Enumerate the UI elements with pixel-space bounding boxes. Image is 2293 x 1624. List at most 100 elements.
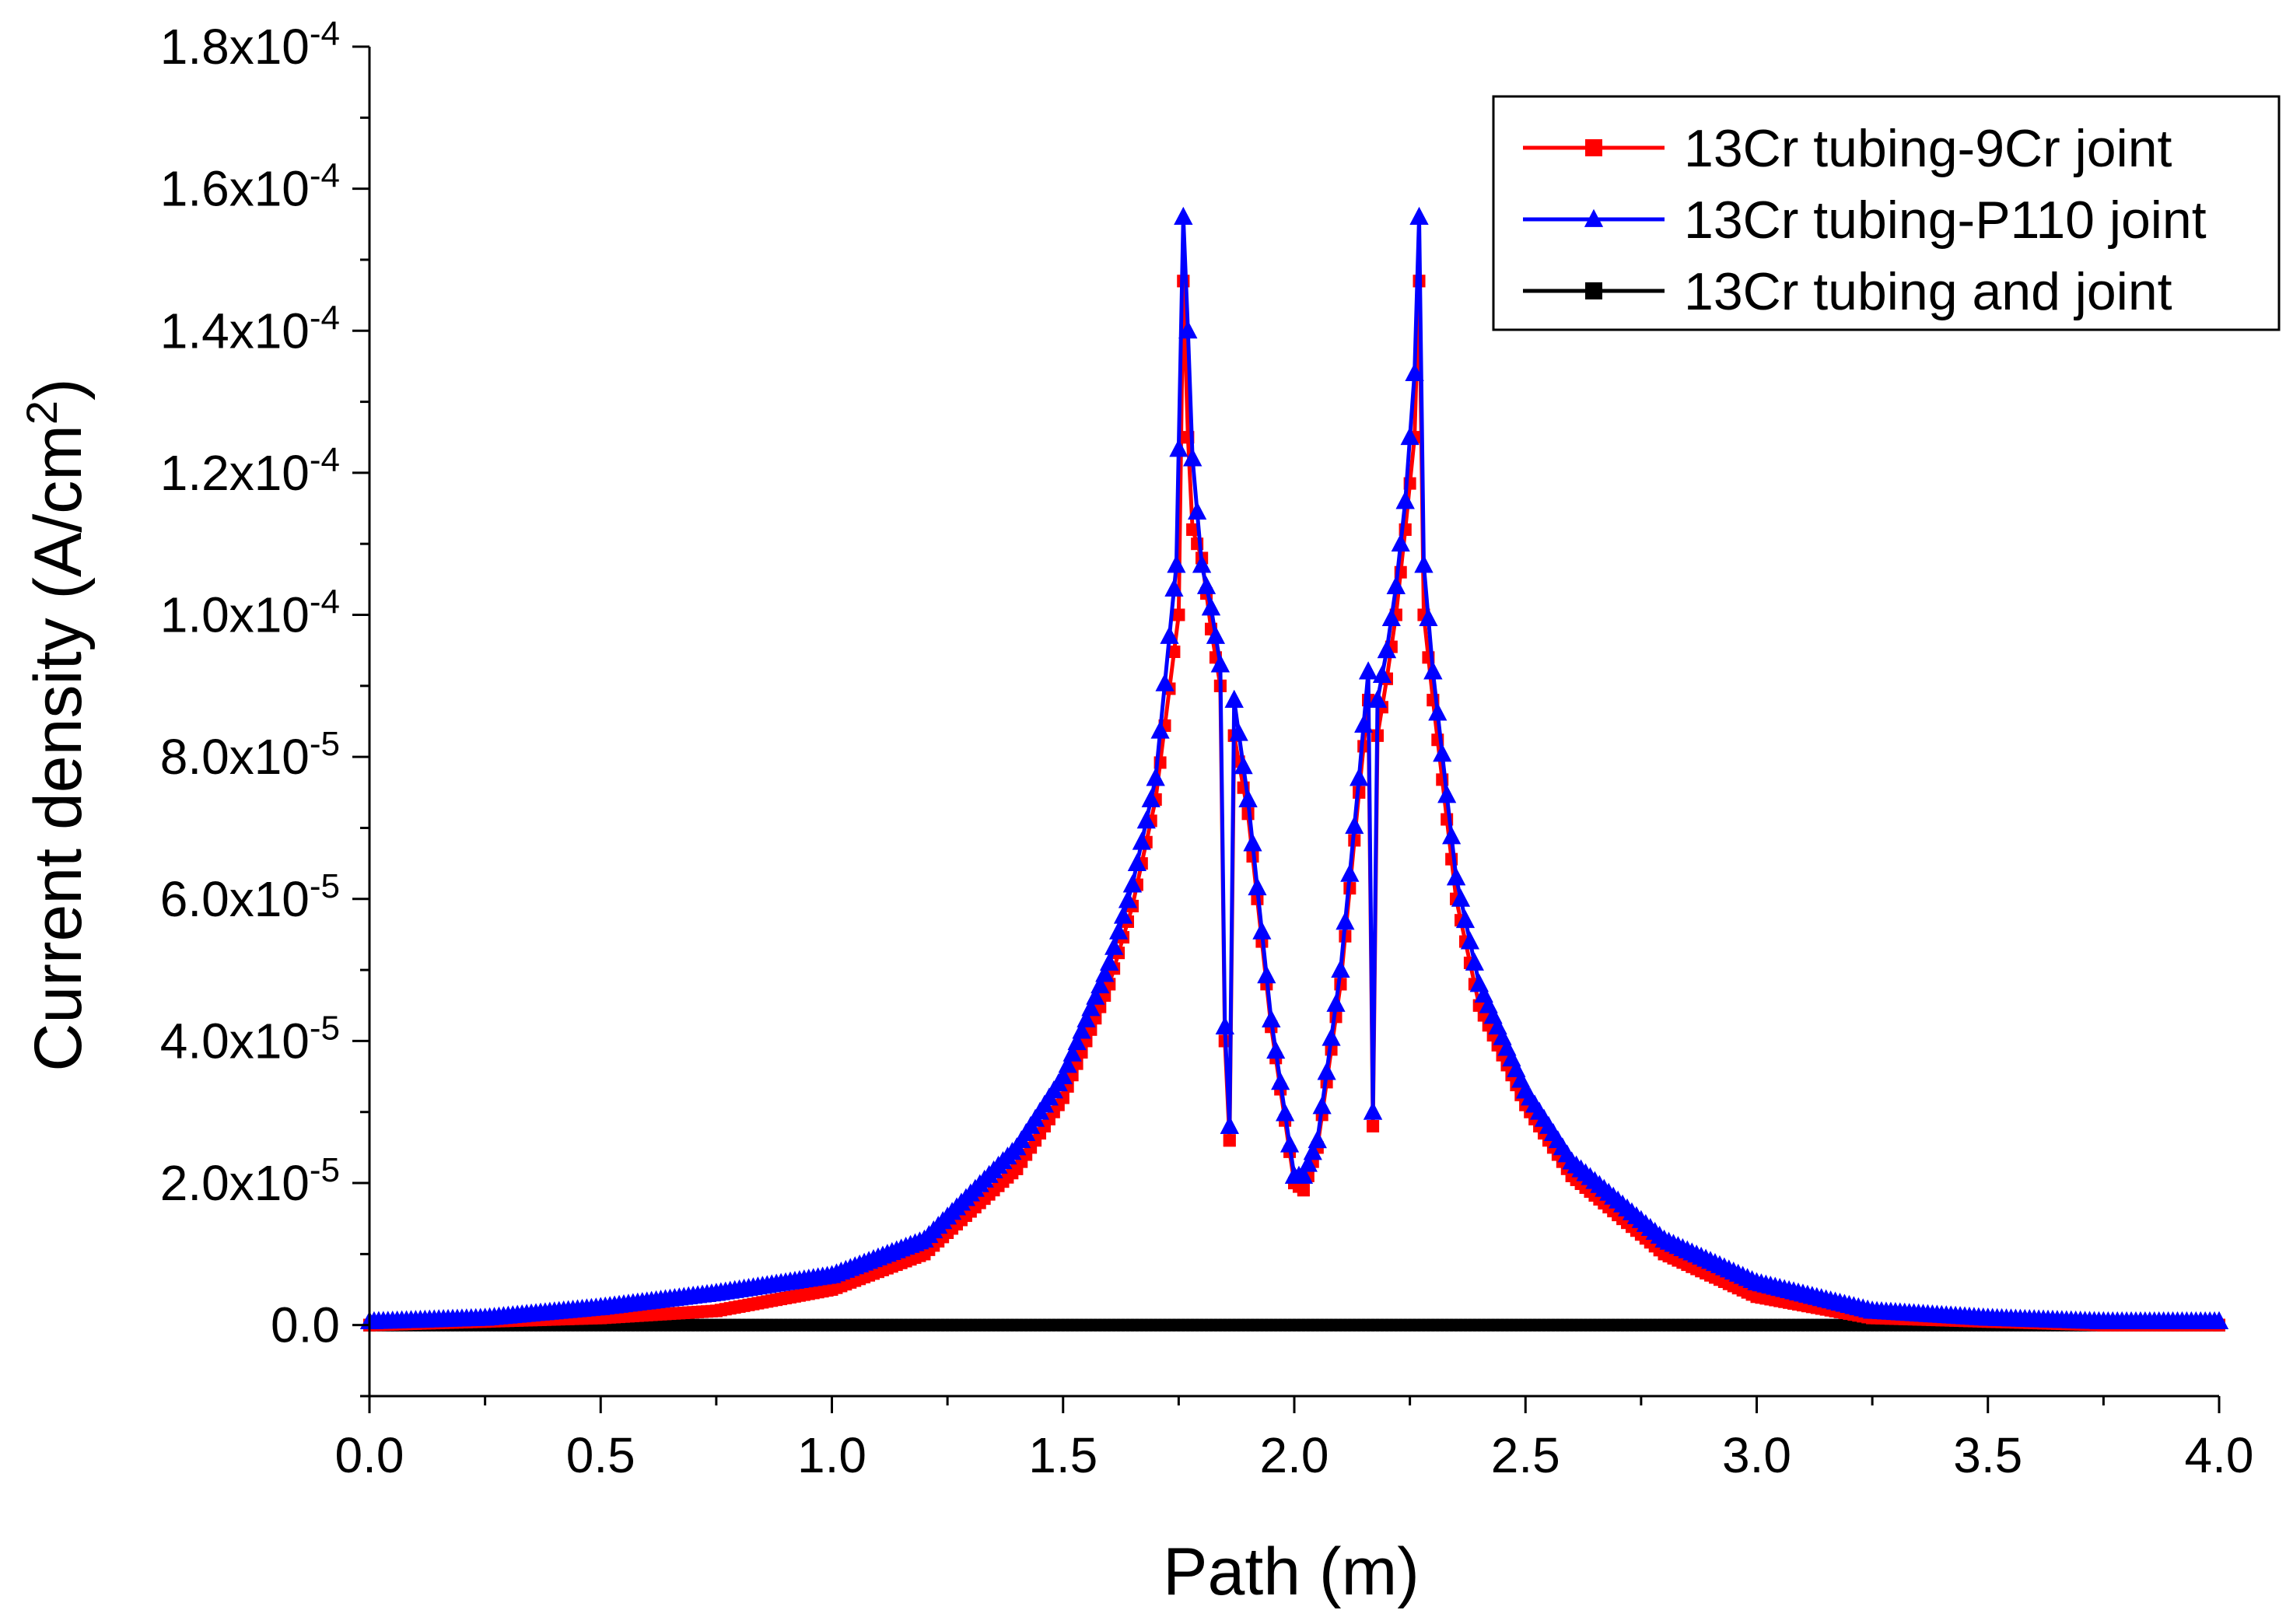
y-tick-label: 2.0x10-5 bbox=[160, 1151, 340, 1212]
data-point bbox=[1312, 1096, 1332, 1115]
data-point bbox=[1127, 852, 1146, 872]
data-point bbox=[1076, 1009, 1096, 1027]
y-tick-label: 1.6x10-4 bbox=[160, 156, 340, 217]
plot-series bbox=[359, 206, 2229, 1332]
data-point bbox=[1108, 921, 1129, 940]
y-tick-label: 4.0x10-5 bbox=[160, 1009, 340, 1069]
data-point bbox=[1215, 1016, 1234, 1035]
data-point bbox=[1010, 1162, 1024, 1175]
data-point bbox=[1400, 427, 1420, 446]
y-tick-exponent: -4 bbox=[310, 440, 340, 478]
data-point bbox=[1409, 206, 1429, 226]
data-point bbox=[1340, 863, 1360, 882]
data-point bbox=[1446, 867, 1466, 886]
x-tick-label: 0.0 bbox=[335, 1427, 404, 1483]
data-point bbox=[1863, 1300, 1882, 1319]
x-tick-label: 4.0 bbox=[2185, 1427, 2254, 1483]
data-point bbox=[475, 1307, 495, 1326]
data-point bbox=[1437, 785, 1457, 803]
data-point bbox=[1100, 952, 1119, 971]
data-point bbox=[1276, 1103, 1295, 1122]
data-point bbox=[1206, 625, 1226, 644]
data-point bbox=[1345, 815, 1364, 835]
data-point bbox=[1465, 952, 1484, 971]
data-point bbox=[1460, 931, 1480, 950]
y-tick-label: 0.0 bbox=[271, 1297, 340, 1353]
y-tick-label: 1.8x10-4 bbox=[160, 15, 340, 75]
data-point bbox=[1359, 661, 1378, 680]
data-point bbox=[1262, 1009, 1281, 1027]
y-tick-label: 1.4x10-4 bbox=[160, 299, 340, 359]
data-point bbox=[1172, 608, 1185, 621]
x-tick-label: 1.5 bbox=[1028, 1427, 1097, 1483]
data-point bbox=[1297, 1184, 1310, 1197]
y-axis-title: Current density (A/cm2) bbox=[17, 378, 96, 1071]
data-point bbox=[1167, 555, 1186, 573]
data-point bbox=[1367, 689, 1388, 709]
legend-marker bbox=[1585, 282, 1602, 299]
x-tick-label: 3.5 bbox=[1953, 1427, 2022, 1483]
data-point bbox=[1168, 646, 1181, 659]
y-tick-mantissa: 2.0x10 bbox=[160, 1155, 310, 1211]
x-tick-label: 2.0 bbox=[1260, 1427, 1329, 1483]
y-tick-label: 1.2x10-4 bbox=[160, 440, 340, 501]
data-point bbox=[1377, 639, 1396, 659]
data-point bbox=[1192, 555, 1212, 573]
data-point bbox=[1067, 1032, 1087, 1051]
data-point bbox=[1442, 826, 1462, 845]
x-tick-label: 0.5 bbox=[566, 1427, 635, 1483]
data-point bbox=[1294, 1165, 1313, 1184]
data-point bbox=[1090, 975, 1110, 994]
data-point bbox=[1095, 964, 1115, 982]
data-point bbox=[1271, 1072, 1290, 1090]
data-point bbox=[1395, 491, 1415, 509]
y-tick-mantissa: 6.0x10 bbox=[160, 871, 310, 927]
data-point bbox=[1248, 877, 1267, 896]
data-point bbox=[825, 1283, 838, 1297]
data-point bbox=[822, 1265, 842, 1283]
y-tick-exponent: -4 bbox=[310, 156, 340, 194]
data-point bbox=[1210, 654, 1230, 673]
data-point bbox=[1516, 1080, 1535, 1099]
data-point bbox=[1062, 1043, 1082, 1062]
data-point bbox=[1451, 888, 1471, 907]
data-point bbox=[1654, 1229, 1674, 1248]
data-point bbox=[1132, 831, 1151, 850]
y-tick-mantissa: 1.2x10 bbox=[160, 445, 310, 501]
data-point bbox=[1423, 661, 1443, 680]
y-axis-title-main: Current density (A/cm bbox=[21, 425, 96, 1072]
series-2 bbox=[359, 206, 2229, 1330]
data-point bbox=[1747, 1272, 1766, 1290]
data-point bbox=[1978, 1307, 1997, 1326]
data-point bbox=[1354, 714, 1374, 733]
data-point bbox=[709, 1304, 723, 1318]
data-point bbox=[1234, 756, 1253, 775]
data-point bbox=[1243, 833, 1262, 852]
y-tick-mantissa: 1.4x10 bbox=[160, 303, 310, 359]
y-tick-mantissa: 1.6x10 bbox=[160, 161, 310, 217]
data-point bbox=[1196, 576, 1217, 594]
data-point bbox=[1469, 974, 1489, 992]
data-point bbox=[1386, 576, 1406, 594]
data-point bbox=[1303, 1142, 1322, 1160]
data-point bbox=[1414, 555, 1434, 573]
legend: 13Cr tubing-9Cr joint 13Cr tubing-P110 jo… bbox=[1492, 95, 2281, 331]
data-point bbox=[1252, 921, 1272, 940]
data-point bbox=[915, 1229, 934, 1248]
data-point bbox=[1372, 664, 1392, 684]
y-tick-exponent: -5 bbox=[310, 866, 340, 905]
y-tick-exponent: -5 bbox=[310, 1151, 340, 1189]
y-tick-label: 1.0x10-4 bbox=[160, 583, 340, 643]
y-tick-label: 6.0x10-5 bbox=[160, 866, 340, 927]
data-point bbox=[1160, 625, 1179, 644]
legend-label: 13Cr tubing-9Cr joint bbox=[1684, 119, 2172, 178]
data-point bbox=[1562, 1151, 1581, 1170]
y-axis-title-end: ) bbox=[21, 378, 96, 401]
data-point bbox=[1104, 936, 1124, 955]
y-tick-exponent: -4 bbox=[310, 583, 340, 621]
data-point bbox=[1141, 789, 1161, 807]
y-tick-mantissa: 1.0x10 bbox=[160, 587, 310, 643]
data-point bbox=[1308, 1130, 1327, 1149]
data-point bbox=[1081, 998, 1101, 1017]
data-point bbox=[2209, 1311, 2229, 1330]
